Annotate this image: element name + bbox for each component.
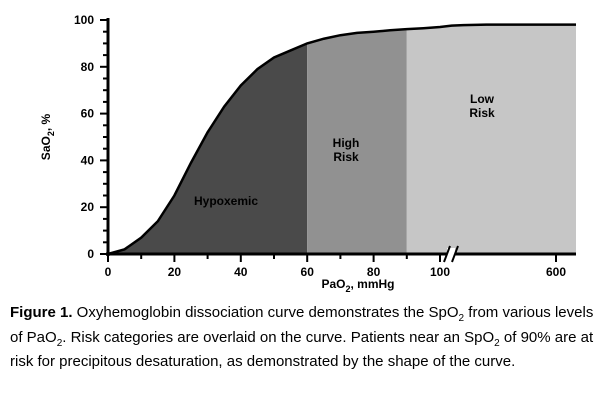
axis-break-mark (451, 245, 459, 263)
dissociation-curve (107, 23, 576, 256)
x-tick-label: 100 (430, 265, 450, 279)
figure-label: Figure 1. (10, 304, 73, 321)
region-2 (307, 29, 407, 254)
x-tick-label: 20 (168, 265, 182, 279)
region-label-hypoxemic: Hypoxemic (194, 194, 258, 208)
x-tick-label: 40 (234, 265, 248, 279)
region-3 (406, 24, 576, 255)
y-tick-label: 40 (81, 153, 95, 167)
axis-break-gap (447, 248, 455, 262)
subscript: 2 (458, 313, 465, 324)
subscript: 2 (494, 337, 500, 349)
x-tick-label: 80 (367, 265, 381, 279)
y-tick-label: 0 (87, 247, 94, 261)
axis-break-mark (443, 245, 451, 263)
subscript: 2 (56, 337, 63, 349)
axes: 0 20 40 60 80 100 0 20 40 60 80 100 600 PaO2, mmHg SaO… (39, 13, 576, 294)
region-label-high-risk: High (333, 136, 360, 150)
y-tick-label: 20 (81, 200, 95, 214)
figure-caption: Figure 1. Oxyhemoglobin dissociation cur… (10, 304, 598, 372)
x-tick-label: 600 (546, 265, 566, 279)
x-tick-label: 0 (105, 265, 112, 279)
x-axis-title: PaO2, mmHg (321, 277, 394, 294)
y-tick-label: 80 (81, 60, 95, 74)
y-tick-label: 100 (74, 13, 94, 27)
region-label-low-risk: Low (470, 92, 495, 106)
curve-line (107, 23, 576, 256)
caption-text: Oxyhemoglobin dissociation curve demonst… (10, 304, 594, 370)
y-axis-title: SaO2, % (39, 113, 56, 160)
region-1 (108, 43, 308, 255)
region-label-high-risk: Risk (333, 150, 359, 164)
risk-regions (108, 24, 576, 255)
x-tick-label: 60 (301, 265, 315, 279)
region-label-low-risk: Risk (469, 106, 495, 120)
oxyhemoglobin-chart: 0 20 40 60 80 100 0 20 40 60 80 100 600 PaO2, mmHg SaO… (39, 13, 576, 294)
y-tick-label: 60 (81, 107, 95, 121)
